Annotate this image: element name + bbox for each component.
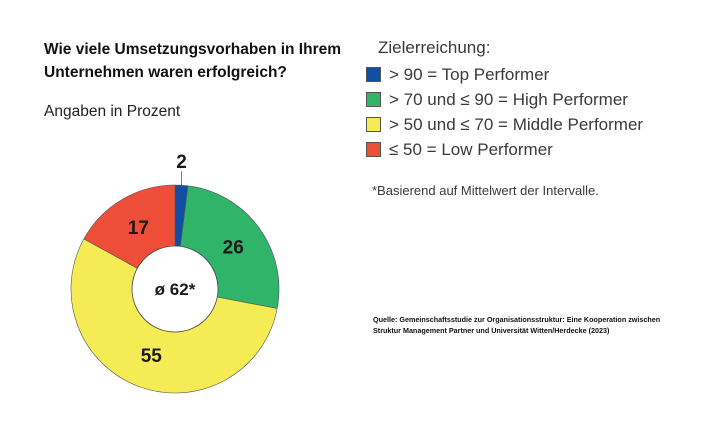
legend-swatch bbox=[366, 92, 381, 107]
legend-swatch bbox=[366, 142, 381, 157]
legend-label: > 50 und ≤ 70 = Middle Performer bbox=[389, 114, 644, 134]
legend: Zielerreichung: > 90 = Top Performer > 7… bbox=[366, 36, 643, 162]
legend-swatch bbox=[366, 67, 381, 82]
data-label: 17 bbox=[128, 218, 149, 239]
data-label: 26 bbox=[223, 238, 244, 259]
legend-item-high: > 70 und ≤ 90 = High Performer bbox=[366, 87, 643, 112]
chart-title: Wie viele Umsetzungsvorhaben in Ihrem Un… bbox=[44, 41, 342, 81]
data-label: 55 bbox=[141, 346, 163, 367]
chart-subtitle: Angaben in Prozent bbox=[44, 103, 181, 120]
legend-title: Zielerreichung: bbox=[378, 38, 491, 57]
donut-hole bbox=[131, 245, 219, 333]
legend-item-middle: > 50 und ≤ 70 = Middle Performer bbox=[366, 112, 643, 137]
legend-label: > 90 = Top Performer bbox=[389, 64, 550, 84]
legend-label: ≤ 50 = Low Performer bbox=[389, 139, 553, 159]
footnote: *Basierend auf Mittelwert der Intervalle… bbox=[372, 183, 599, 198]
data-label: 2 bbox=[176, 152, 187, 173]
legend-item-low: ≤ 50 = Low Performer bbox=[366, 137, 643, 162]
source-note: Quelle: Gemeinschaftsstudie zur Organisa… bbox=[373, 315, 661, 335]
legend-swatch bbox=[366, 117, 381, 132]
legend-item-top: > 90 = Top Performer bbox=[366, 62, 643, 87]
legend-label: > 70 und ≤ 90 = High Performer bbox=[389, 89, 628, 109]
center-label: ø 62* bbox=[155, 280, 196, 299]
